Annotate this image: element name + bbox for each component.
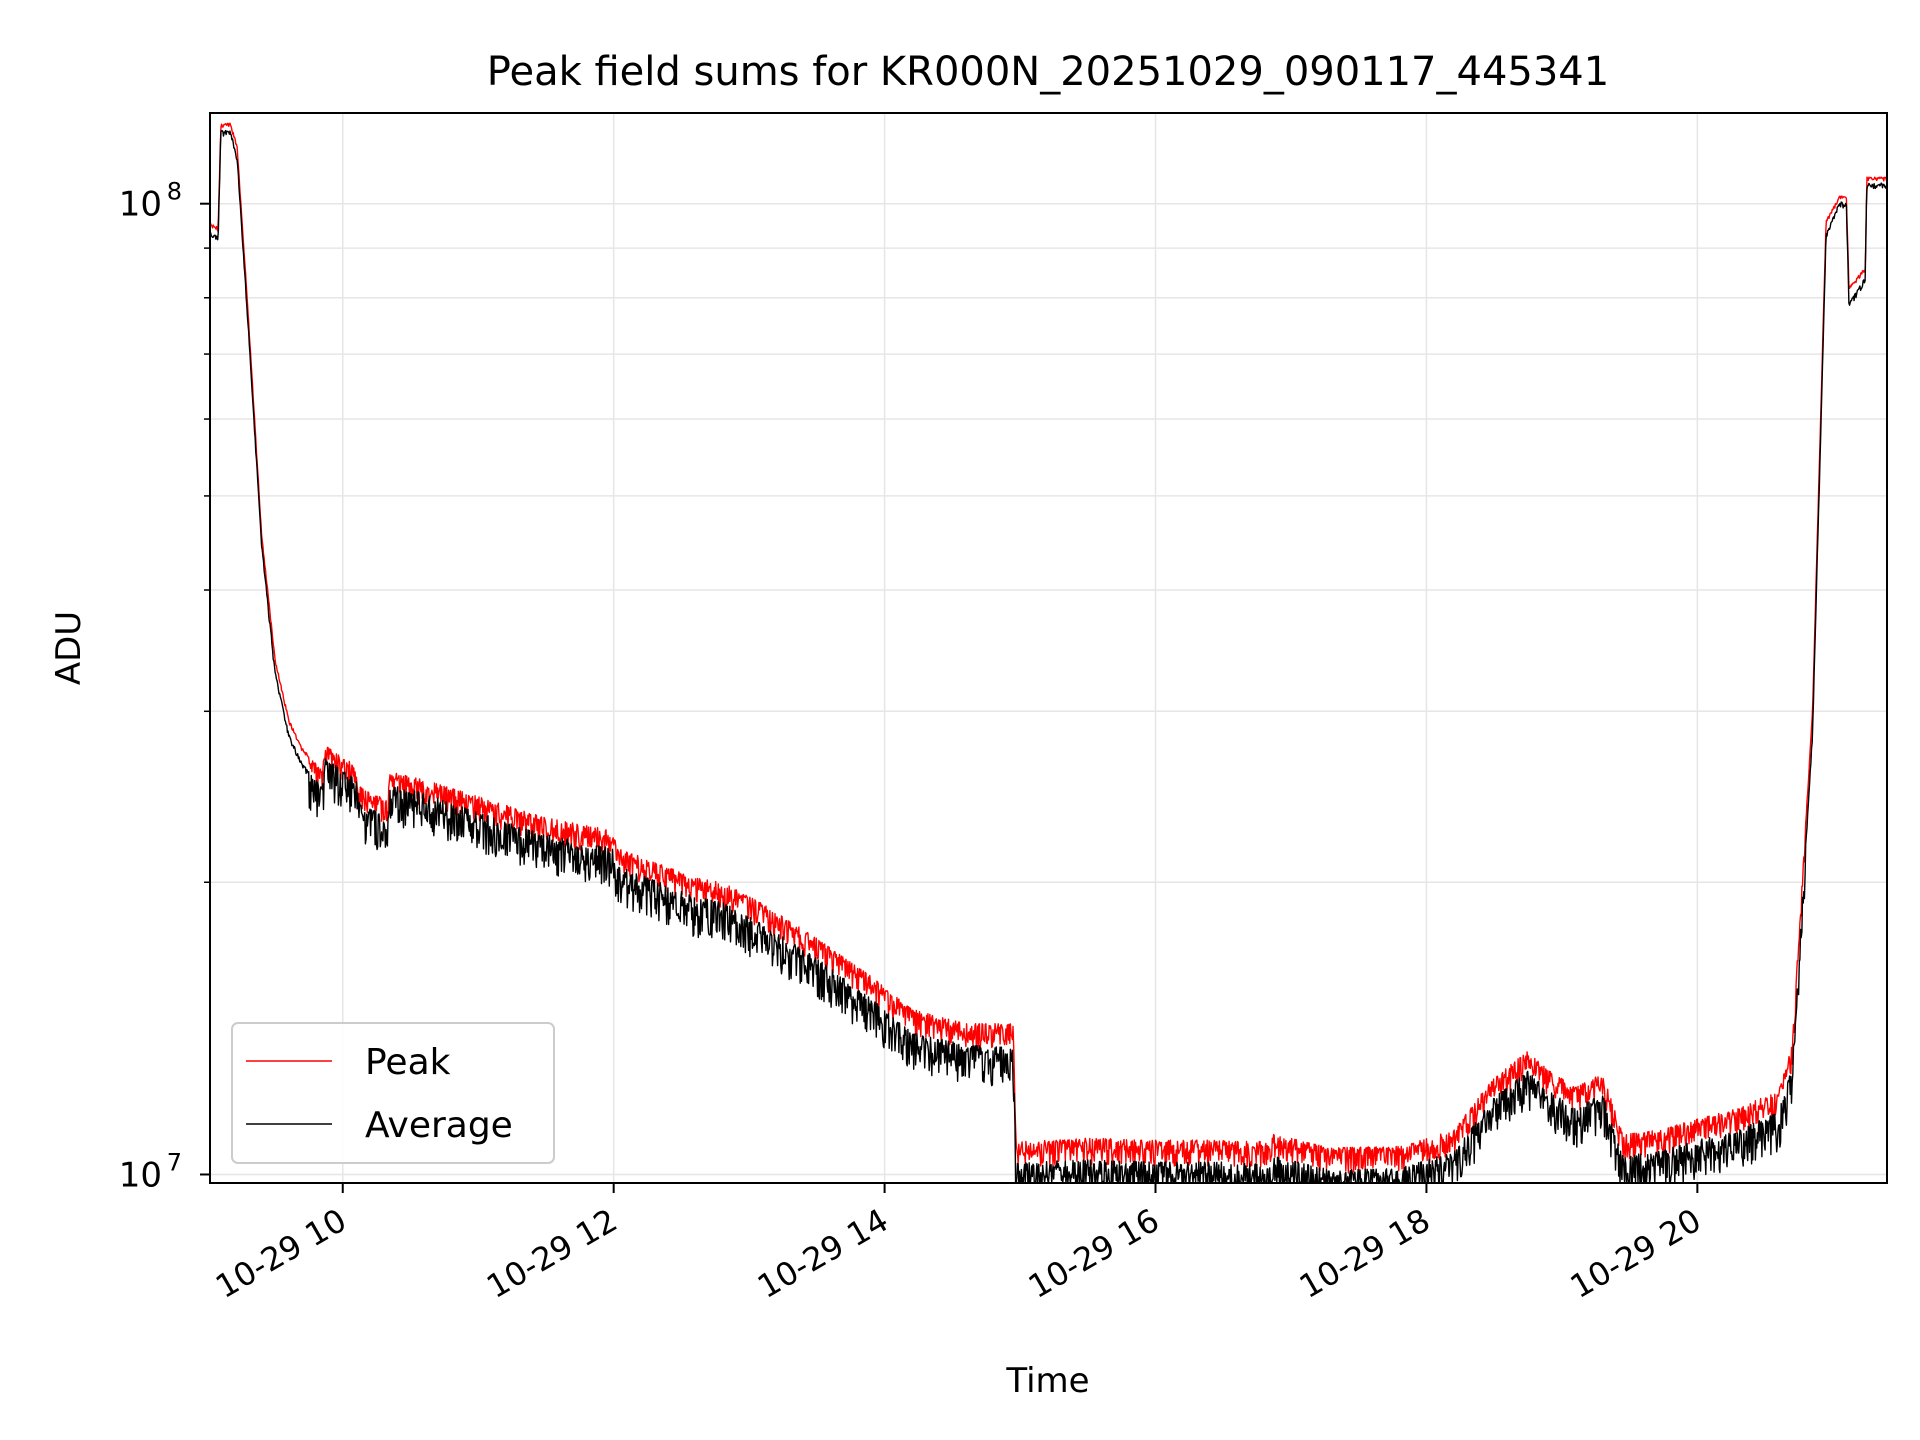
y-axis-label: ADU bbox=[49, 611, 89, 685]
legend: Peak Average bbox=[231, 1022, 555, 1164]
plot-frame bbox=[209, 112, 1888, 1184]
y-tick-exponent: 8 bbox=[167, 178, 182, 206]
legend-frame bbox=[231, 1022, 555, 1164]
legend-peak-label: Peak bbox=[365, 1042, 451, 1083]
y-tick-label: 10 7 bbox=[119, 1148, 182, 1195]
y-tick-exponent: 7 bbox=[167, 1148, 182, 1176]
grid bbox=[210, 113, 1887, 1183]
y-tick-base: 10 bbox=[119, 185, 162, 225]
chart-title: Peak field sums for KR000N_20251029_0901… bbox=[487, 49, 1609, 95]
y-tick-label: 10 8 bbox=[119, 178, 182, 225]
x-axis-label: Time bbox=[1005, 1361, 1089, 1401]
legend-average-label: Average bbox=[365, 1105, 513, 1146]
series-line-peak bbox=[209, 122, 1888, 1174]
y-tick-base: 10 bbox=[119, 1155, 162, 1195]
